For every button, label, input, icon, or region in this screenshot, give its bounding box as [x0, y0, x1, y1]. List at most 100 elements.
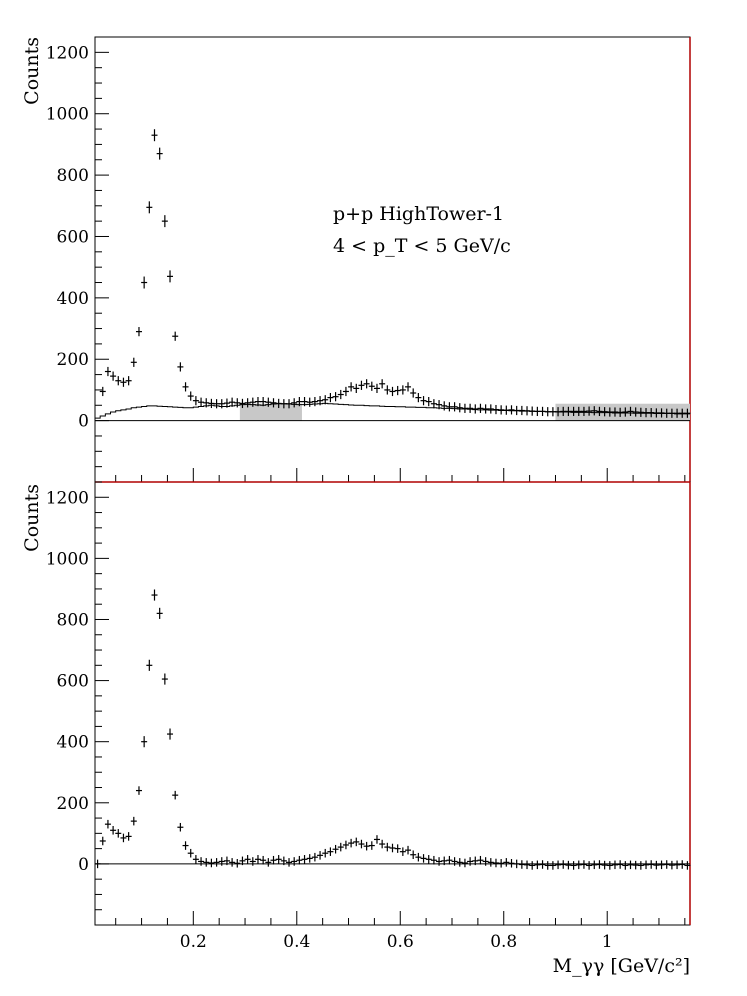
data-point [441, 856, 448, 866]
data-point [627, 860, 634, 870]
data-point [172, 790, 179, 800]
data-point [327, 847, 334, 856]
data-point [203, 398, 210, 408]
data-point [280, 856, 287, 866]
data-point [637, 861, 644, 870]
data-point [513, 405, 520, 416]
y-tick-label: 0 [78, 412, 89, 432]
data-point [198, 857, 205, 866]
data-point [342, 386, 349, 397]
data-point [549, 407, 556, 417]
data-point [260, 855, 267, 865]
data-point [498, 859, 505, 868]
data-point [130, 816, 137, 826]
data-point [461, 403, 468, 413]
x-tick-label: 0.6 [387, 932, 414, 952]
data-point [151, 129, 158, 142]
data-point [358, 839, 365, 849]
data-point [570, 406, 577, 417]
x-tick-label: 0.8 [490, 932, 517, 952]
data-point [379, 379, 386, 389]
data-point [586, 861, 593, 870]
data-point [456, 858, 463, 867]
data-point [518, 405, 525, 416]
data-point [104, 366, 111, 377]
data-point [167, 728, 174, 740]
top-panel: 0 200 400 600 800 1000 1200 Counts p+p HighTow… [21, 36, 691, 483]
data-point [539, 860, 546, 869]
annotation-line-2: 4 < p_T < 5 GeV/c [333, 235, 511, 257]
y-tick-label: 200 [57, 794, 89, 814]
data-point [596, 860, 603, 869]
y-tick-label: 1000 [46, 549, 89, 569]
data-point [482, 404, 489, 414]
data-point [146, 201, 153, 214]
data-point [234, 398, 241, 408]
data-point [467, 857, 474, 866]
data-point [161, 215, 168, 228]
data-point [265, 397, 272, 407]
data-point [167, 270, 174, 283]
data-point [115, 829, 122, 838]
data-point [311, 852, 318, 862]
data-point [130, 357, 137, 367]
data-point [322, 395, 329, 405]
data-point [436, 857, 443, 866]
data-point [187, 848, 194, 858]
x-tick-label: 0.4 [283, 932, 310, 952]
data-point [291, 857, 298, 866]
data-point [472, 404, 479, 414]
data-point [244, 398, 251, 408]
data-point [632, 407, 639, 417]
data-point [141, 276, 148, 289]
bottom-y-ticks: 0 200 400 600 800 1000 1200 [46, 481, 109, 926]
data-point [327, 393, 334, 403]
data-point [534, 860, 541, 870]
data-point [115, 376, 122, 386]
data-point [679, 408, 686, 418]
data-point [265, 858, 272, 867]
data-point [472, 856, 479, 866]
data-point [648, 408, 655, 418]
data-point [643, 860, 650, 870]
data-point [373, 835, 380, 844]
data-point [306, 397, 313, 407]
data-point [161, 673, 168, 685]
bottom-panel: 0 200 400 600 800 1000 1200 0.2 0.4 0.6 0.8 1 Coun… [21, 481, 691, 977]
data-point [498, 405, 505, 415]
data-point [208, 858, 215, 868]
data-point [653, 860, 660, 870]
data-point [492, 404, 499, 415]
data-point [187, 391, 194, 401]
data-point [198, 397, 205, 407]
data-point [182, 382, 189, 392]
data-point [177, 362, 184, 372]
data-point [373, 383, 380, 393]
data-point [275, 855, 282, 864]
data-point [586, 406, 593, 416]
data-point [508, 859, 515, 868]
data-point [254, 855, 261, 864]
top-y-ticks: 0 200 400 600 800 1000 1200 [46, 36, 109, 483]
data-point [560, 860, 567, 869]
data-point [234, 859, 241, 868]
data-point [684, 861, 691, 870]
data-point [611, 860, 618, 870]
data-point [291, 398, 298, 408]
data-point [399, 385, 406, 395]
data-point [549, 861, 556, 870]
data-point [317, 851, 324, 860]
data-point [296, 855, 303, 865]
data-point [575, 406, 582, 417]
data-point [601, 407, 608, 417]
x-axis-title: M_γγ [GeV/c²] [553, 955, 690, 977]
data-point [503, 858, 510, 867]
data-point [415, 852, 422, 862]
data-point [668, 860, 675, 870]
data-point [415, 393, 422, 403]
bottom-y-axis-title: Counts [21, 484, 43, 552]
data-point [368, 841, 375, 850]
data-point [296, 396, 303, 407]
data-point [524, 406, 531, 416]
data-point [110, 371, 117, 381]
